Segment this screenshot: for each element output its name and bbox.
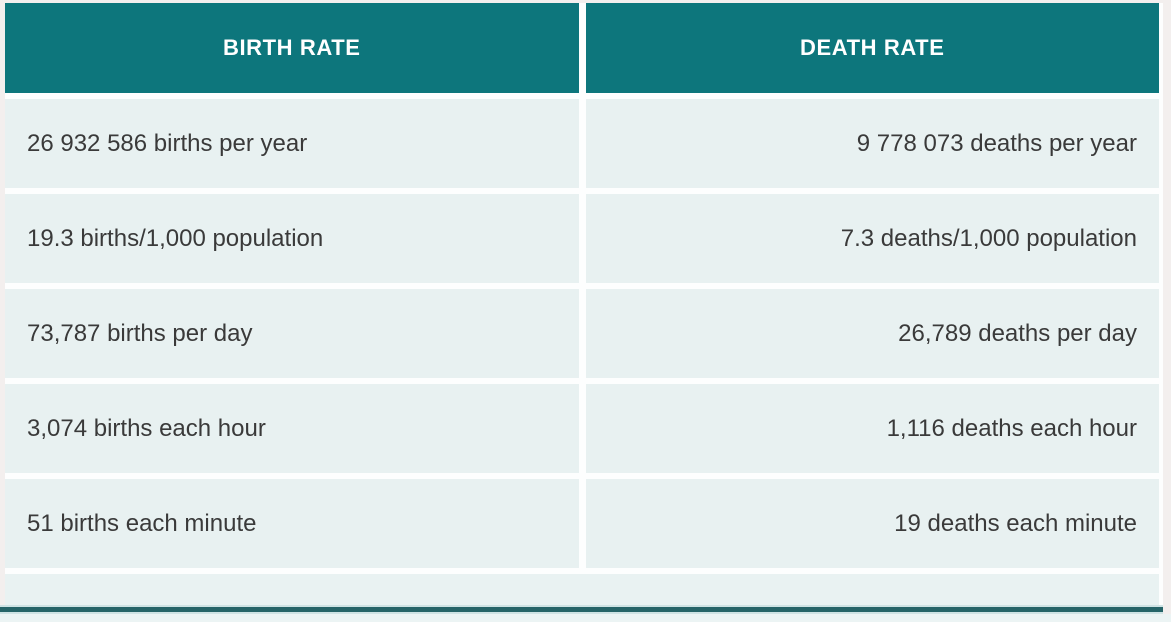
column-header-birth-rate: BIRTH RATE xyxy=(5,3,579,93)
table-bottom-rule-line xyxy=(0,607,1163,612)
table-cell-deaths-per-1000: 7.3 deaths/1,000 population xyxy=(585,194,1159,283)
table-cell-deaths-per-day: 26,789 deaths per day xyxy=(585,289,1159,378)
table-cell-births-per-day: 73,787 births per day xyxy=(5,289,579,378)
bottom-margin xyxy=(0,614,1171,622)
table-cell-births-per-1000: 19.3 births/1,000 population xyxy=(5,194,579,283)
table-cell-births-each-hour: 3,074 births each hour xyxy=(5,384,579,473)
table-cell-births-each-minute: 51 births each minute xyxy=(5,479,579,568)
column-header-death-rate: DEATH RATE xyxy=(585,3,1159,93)
table-footer-empty-row xyxy=(5,574,1159,607)
table-cell-deaths-each-hour: 1,116 deaths each hour xyxy=(585,384,1159,473)
birth-death-rate-table: BIRTH RATE DEATH RATE 26 932 586 births … xyxy=(5,3,1163,607)
table-bottom-rule xyxy=(0,605,1163,614)
table-cell-deaths-per-year: 9 778 073 deaths per year xyxy=(585,99,1159,188)
table-cell-births-per-year: 26 932 586 births per year xyxy=(5,99,579,188)
table-cell-deaths-each-minute: 19 deaths each minute xyxy=(585,479,1159,568)
